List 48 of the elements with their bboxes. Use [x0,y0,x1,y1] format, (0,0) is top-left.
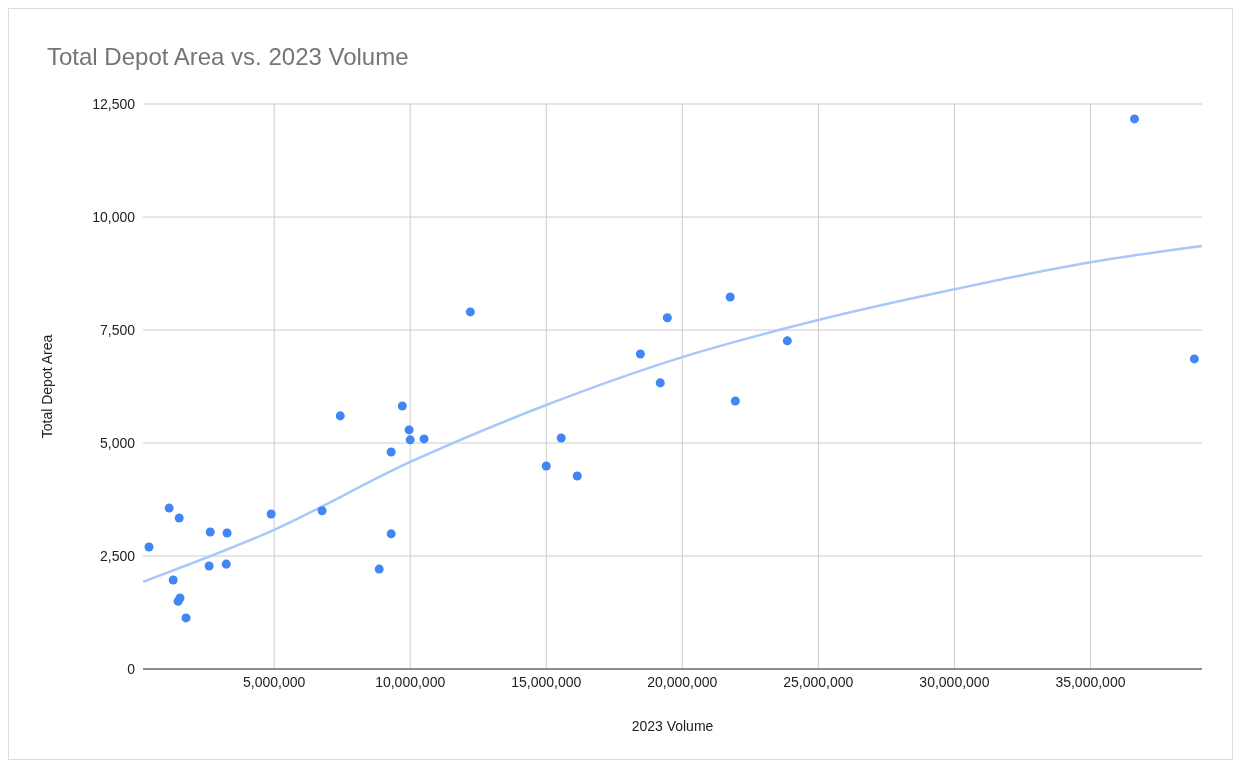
point [465,307,475,317]
point [556,433,566,443]
point [405,435,415,445]
y-axis-title: Total Depot Area [38,334,55,439]
point [168,575,178,585]
y-tick-label: 5,000 [99,434,136,451]
point [222,528,232,538]
y-tick-label: 2,500 [99,547,136,564]
x-tick-label: 10,000,000 [375,673,446,690]
point [317,506,327,516]
point [181,613,191,623]
point [635,349,645,359]
x-tick-label: 35,000,000 [1055,673,1126,690]
x-tick-label: 25,000,000 [783,673,854,690]
point [386,529,396,539]
point [572,471,582,481]
line-series [143,244,1202,584]
point [725,292,735,302]
point [1130,114,1140,124]
point [164,503,174,513]
point [655,378,665,388]
y-tick-label: 10,000 [92,208,136,225]
point [221,559,231,569]
point [404,425,414,435]
point [662,313,672,323]
y-tick-label: 7,500 [99,321,136,338]
point [335,411,345,421]
point [730,396,740,406]
point [204,561,214,571]
point [782,336,792,346]
chart-title: Total Depot Area vs. 2023 Volume [47,43,409,71]
point [397,401,407,411]
x-axis-title: 2023 Volume [631,718,714,734]
y-tick-label: 12,500 [92,95,136,112]
point [419,434,429,444]
point [1189,354,1199,364]
point [386,447,396,457]
y-tick-label: 0 [127,660,136,677]
point [541,461,551,471]
x-tick-label: 5,000,000 [243,673,306,690]
point [205,527,215,537]
point [374,564,384,574]
point [174,513,184,523]
x-tick-label: 20,000,000 [647,673,718,690]
x-tick-label: 15,000,000 [511,673,582,690]
point [144,542,154,552]
point [266,509,276,519]
x-tick-label: 30,000,000 [919,673,990,690]
